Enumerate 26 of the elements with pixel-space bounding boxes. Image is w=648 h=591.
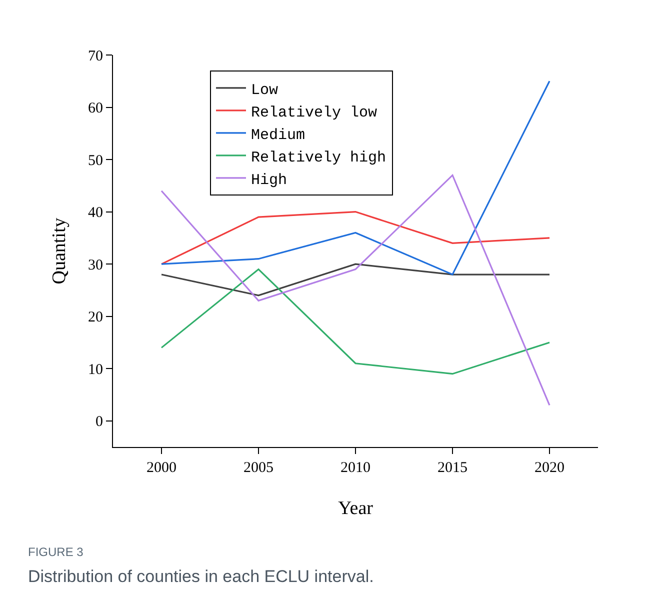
caption: FIGURE 3 — [28, 545, 84, 559]
legend-label: Relatively low — [251, 104, 378, 122]
text: Distribution of counties in each ECLU interval. — [28, 567, 374, 586]
y-tick-label: 70 — [88, 48, 103, 64]
x-tick-label: 2020 — [534, 460, 564, 476]
legend-label: Medium — [251, 126, 306, 144]
x-axis-title: Year — [338, 498, 374, 519]
x-tick-label: 2000 — [146, 460, 176, 476]
y-tick-label: 50 — [88, 152, 103, 169]
line-series — [160, 211, 550, 265]
y-tick-label: 0 — [96, 414, 103, 430]
y-tick-label: 10 — [88, 362, 103, 378]
legend-label: Relatively high — [251, 149, 386, 166]
x-tick-label: 2015 — [438, 460, 468, 476]
y-tick-label: 60 — [88, 100, 103, 117]
y-tick-label: 20 — [88, 310, 103, 326]
x-tick-label: 2005 — [244, 460, 274, 476]
y-tick-label: 30 — [88, 257, 103, 274]
y-tick-label: 40 — [88, 205, 103, 222]
line-series — [160, 268, 550, 375]
y-axis-title: Quantity — [49, 217, 70, 284]
x-tick-label: 2010 — [340, 460, 370, 476]
legend-label: High — [251, 172, 288, 189]
line-series — [160, 174, 550, 406]
legend-label: Low — [251, 82, 278, 99]
line-series — [160, 80, 550, 276]
